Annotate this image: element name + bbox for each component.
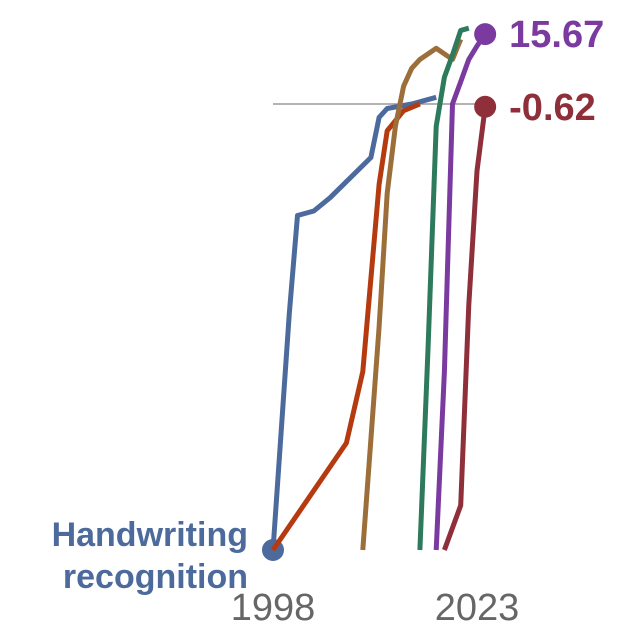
series-end-marker-language xyxy=(474,23,497,46)
end-value-label-language: 15.67 xyxy=(509,14,604,56)
end-value-label-math: -0.62 xyxy=(509,87,596,129)
series-label-handwriting: Handwriting recognition xyxy=(52,516,248,596)
series-line-reading xyxy=(417,25,470,551)
series-line-image xyxy=(360,38,464,551)
series-line-handwriting xyxy=(270,94,437,551)
label-layer: Handwriting recognition 15.67 -0.62 xyxy=(52,14,605,596)
series-end-marker-math xyxy=(474,95,497,118)
x-tick-label-2023: 2023 xyxy=(435,587,520,629)
series-line-language xyxy=(433,32,488,551)
series-line-speech xyxy=(270,101,421,552)
series-line-math xyxy=(442,106,488,551)
x-tick-label-1998: 1998 xyxy=(231,587,316,629)
x-axis: 1998 2023 xyxy=(231,587,520,629)
series-layer xyxy=(262,23,497,561)
